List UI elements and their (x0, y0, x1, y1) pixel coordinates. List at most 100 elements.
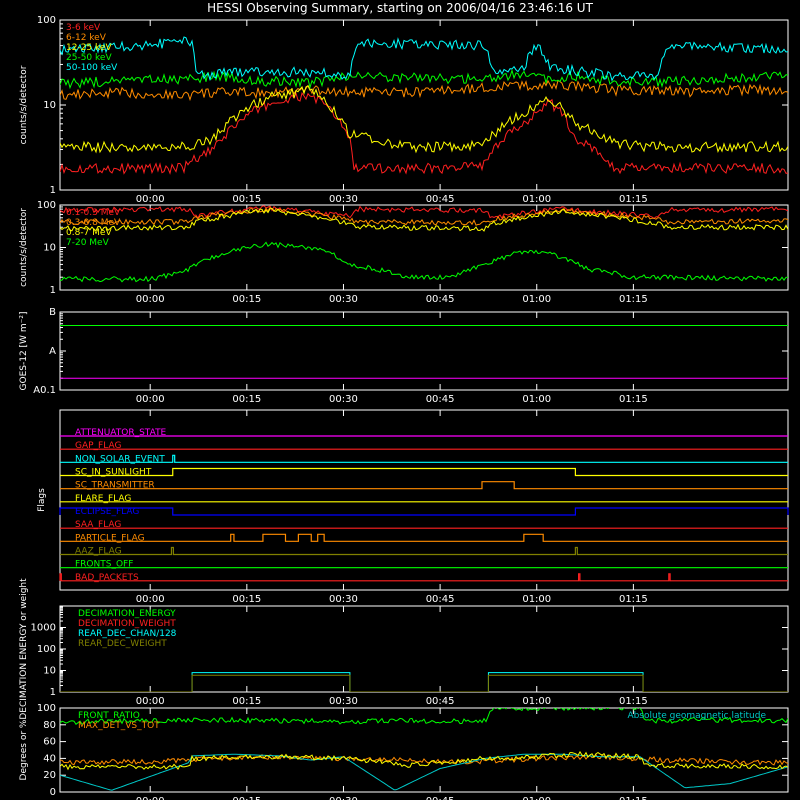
x-tick-label: 00:45 (426, 294, 455, 305)
x-tick-label: 00:00 (136, 194, 165, 205)
flag-trace (60, 454, 788, 463)
flag-trace (59, 573, 788, 582)
panel-flags: 00:00 00:15 00:30 00:45 01:00 01:15 Flags ATTEN… (37, 409, 789, 605)
series-line (60, 674, 788, 692)
flag-label: ATTENUATOR_STATE (75, 428, 167, 438)
legend-entry: REAR_DEC_WEIGHT (78, 639, 167, 649)
panel-goes: 00:00 00:15 00:30 00:45 01:00 01:15 GOES-12 [W… (19, 307, 789, 405)
y-tick-label: 10 (43, 100, 56, 111)
flag-label: FRONTS_OFF (75, 560, 133, 570)
legend-entry: 7-20 MeV (66, 238, 110, 248)
y-axis-label: Degrees or % (19, 719, 29, 780)
legend-entry: 0.3-0.8 MeV (66, 218, 121, 228)
y-tick-label: A (49, 346, 56, 357)
x-tick-label: 00:45 (426, 796, 455, 800)
flag-label: PARTICLE_FLAG (75, 533, 145, 543)
y-tick-label: 20 (43, 770, 56, 781)
panel-decimation: 00:00 00:15 00:30 00:45 01:00 01:15 DECIMATION… (19, 578, 789, 720)
x-tick-label: 01:00 (522, 194, 551, 205)
flag-label: BAD_PACKETS (75, 573, 139, 583)
x-tick-label: 01:00 (522, 394, 551, 405)
series-line (60, 91, 788, 175)
series-line (60, 85, 788, 154)
legend-entry: 0.1-0.3 MeV (66, 208, 121, 218)
legend-entry: 0.8-7 MeV (66, 228, 112, 238)
y-axis-label: GOES-12 [W m⁻²] (19, 312, 29, 391)
series-line (60, 206, 788, 226)
series-line (60, 205, 788, 220)
flag-trace (59, 507, 789, 516)
x-tick-label: 00:30 (329, 796, 358, 800)
series-line (60, 750, 788, 771)
legend-entry: 25-50 keV (66, 53, 112, 63)
flag-label: GAP_FLAG (75, 441, 121, 451)
y-tick-label: 10 (43, 666, 56, 677)
x-tick-label: 00:45 (426, 594, 455, 605)
series-group (60, 325, 788, 379)
annotation: Absolute geomagnetic latitude (627, 711, 766, 721)
x-tick-label: 01:15 (619, 394, 648, 405)
x-tick-label: 01:15 (619, 796, 648, 800)
y-tick-label: 100 (37, 644, 56, 655)
legend-entry: DECIMATION_ENERGY (78, 609, 176, 619)
series-line (60, 753, 788, 791)
flag-label: SC_TRANSMITTER (75, 481, 155, 491)
flag-trace (60, 546, 788, 556)
panels: 00:00 00:15 00:30 00:45 01:00 01:15 counts/s/d… (19, 15, 789, 800)
x-tick-label: 00:30 (329, 594, 358, 605)
series-line (60, 241, 788, 283)
flag-trace (60, 481, 788, 490)
series-group (60, 672, 788, 692)
x-tick-label: 00:15 (232, 394, 261, 405)
x-tick-label: 01:15 (619, 194, 648, 205)
y-axis-label: DECIMATION ENERGY or weight (19, 578, 29, 720)
legend-entry: 6-12 keV (66, 33, 107, 43)
x-tick-label: 00:00 (136, 394, 165, 405)
y-tick-label: 100 (37, 703, 56, 714)
x-tick-label: 00:00 (136, 594, 165, 605)
x-tick-label: 01:00 (522, 796, 551, 800)
series-line (60, 753, 788, 766)
series-line (60, 79, 788, 102)
y-tick-label: B (49, 307, 56, 318)
x-tick-label: 01:00 (522, 594, 551, 605)
legend-entry: FRONT_RATIO (78, 711, 140, 721)
x-tick-label: 00:45 (426, 394, 455, 405)
y-tick-label: 100 (37, 200, 56, 211)
x-tick-label: 00:15 (232, 696, 261, 707)
x-tick-label: 00:15 (232, 194, 261, 205)
figure-title: HESSI Observing Summary, starting on 200… (207, 1, 593, 15)
panel-low-energy-rates: 00:00 00:15 00:30 00:45 01:00 01:15 counts/s/d… (19, 15, 789, 205)
series-line (60, 207, 788, 232)
x-tick-label: 00:15 (232, 594, 261, 605)
legend-entry: 12-25 keV (66, 43, 112, 53)
y-tick-label: 0 (50, 787, 56, 798)
x-tick-label: 00:30 (329, 394, 358, 405)
series-group (60, 708, 788, 791)
y-tick-label: 80 (43, 720, 56, 731)
series-group (60, 205, 788, 283)
flag-label: NON_SOLAR_EVENT (75, 454, 165, 464)
flag-label: SAA_FLAG (75, 520, 121, 530)
panel-high-energy-rates: 00:00 00:15 00:30 00:45 01:00 01:15 counts/s/d… (19, 200, 789, 305)
y-tick-label: 10 (43, 243, 56, 254)
x-tick-label: 00:15 (232, 294, 261, 305)
x-tick-label: 00:00 (136, 696, 165, 707)
flag-label: FLARE_FLAG (75, 494, 131, 504)
series-line (60, 68, 788, 90)
legend-entry: REAR_DEC_CHAN/128 (78, 629, 177, 639)
y-axis-label: counts/s/detector (19, 208, 29, 287)
y-axis-label: counts/s/detector (19, 65, 29, 144)
panel-frame (59, 409, 789, 591)
panel-front-ratio: 00:00 00:15 00:30 00:45 01:00 01:15 Degrees or… (19, 703, 789, 800)
legend-entry: 3-6 keV (66, 23, 101, 33)
y-tick-label: 1000 (31, 623, 56, 634)
series-line (60, 708, 788, 726)
flag-trace (60, 467, 788, 477)
legend-entry: DECIMATION_WEIGHT (78, 619, 176, 629)
x-tick-label: 01:00 (522, 294, 551, 305)
y-tick-label: 40 (43, 753, 56, 764)
panel-frame (59, 707, 789, 793)
